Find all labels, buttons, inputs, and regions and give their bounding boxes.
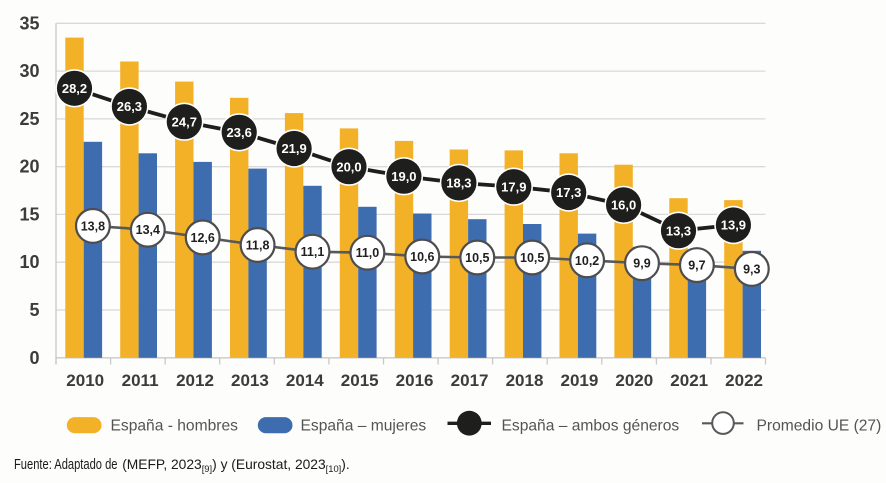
svg-text:0: 0: [29, 348, 39, 368]
svg-text:12,6: 12,6: [191, 231, 215, 245]
svg-text:13,8: 13,8: [81, 219, 105, 233]
svg-text:11,1: 11,1: [301, 245, 325, 259]
svg-text:9,3: 9,3: [743, 262, 760, 276]
svg-text:11,8: 11,8: [246, 239, 270, 253]
svg-text:21,9: 21,9: [281, 141, 306, 156]
svg-text:13,4: 13,4: [136, 223, 160, 237]
svg-text:10,5: 10,5: [465, 251, 489, 265]
svg-text:24,7: 24,7: [172, 114, 197, 129]
svg-text:10,2: 10,2: [575, 254, 599, 268]
svg-text:17,3: 17,3: [556, 185, 581, 200]
svg-text:Promedio UE (27): Promedio UE (27): [757, 418, 882, 435]
svg-text:10,5: 10,5: [520, 251, 544, 265]
svg-text:16,0: 16,0: [611, 198, 636, 213]
svg-text:2017: 2017: [451, 371, 489, 390]
svg-text:17,9: 17,9: [501, 179, 526, 194]
svg-text:España - hombres: España - hombres: [111, 418, 239, 435]
svg-text:30: 30: [19, 61, 39, 81]
svg-text:9,7: 9,7: [688, 259, 705, 273]
svg-text:Fuente: Adaptado de(MEFP, 2023: Fuente: Adaptado de (MEFP, 2023[9]) y (Eu…: [14, 457, 350, 474]
svg-text:35: 35: [19, 13, 39, 33]
svg-text:15: 15: [19, 204, 39, 224]
svg-text:2016: 2016: [396, 371, 434, 390]
svg-text:19,0: 19,0: [391, 169, 416, 184]
svg-text:2022: 2022: [725, 371, 763, 390]
svg-text:23,6: 23,6: [227, 125, 252, 140]
svg-text:20,0: 20,0: [336, 159, 361, 174]
svg-text:2013: 2013: [231, 371, 269, 390]
svg-text:10: 10: [19, 252, 39, 272]
svg-text:2011: 2011: [122, 371, 159, 390]
svg-text:20: 20: [19, 157, 39, 177]
svg-text:10,6: 10,6: [410, 250, 434, 264]
svg-text:13,3: 13,3: [666, 223, 691, 238]
svg-text:2018: 2018: [506, 371, 544, 390]
svg-text:2010: 2010: [66, 371, 104, 390]
svg-text:11,0: 11,0: [356, 246, 380, 260]
svg-text:España – mujeres: España – mujeres: [301, 418, 427, 435]
svg-text:28,2: 28,2: [62, 81, 87, 96]
svg-text:2015: 2015: [341, 371, 379, 390]
svg-text:26,3: 26,3: [117, 99, 142, 114]
svg-text:18,3: 18,3: [446, 176, 471, 191]
svg-text:13,9: 13,9: [721, 218, 746, 233]
svg-text:2019: 2019: [560, 371, 598, 390]
svg-text:25: 25: [19, 109, 39, 129]
svg-text:2014: 2014: [286, 371, 324, 390]
svg-text:2012: 2012: [176, 371, 214, 390]
svg-text:5: 5: [29, 300, 39, 320]
svg-text:9,9: 9,9: [633, 257, 650, 271]
svg-text:2020: 2020: [615, 371, 653, 390]
svg-text:2021: 2021: [670, 371, 708, 390]
svg-text:España – ambos géneros: España – ambos géneros: [502, 418, 680, 435]
